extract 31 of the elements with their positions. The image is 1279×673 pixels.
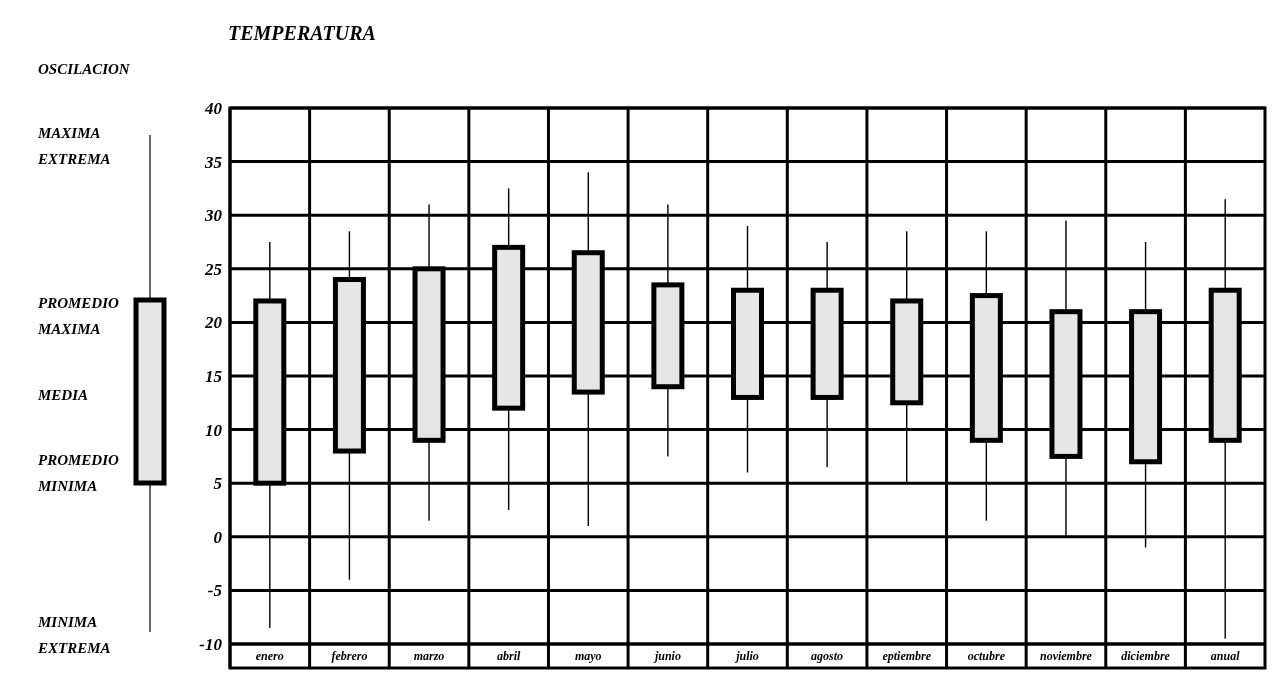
y-tick-label: 20 <box>204 313 223 333</box>
x-tick-label: anual <box>1210 649 1241 664</box>
x-tick-label: agosto <box>811 649 844 664</box>
y-tick-label: 35 <box>204 152 223 172</box>
text: MINIMA EXTREMA <box>37 614 111 656</box>
chart-title: TEMPERATURA <box>228 22 376 44</box>
x-tick-label: marzo <box>413 649 445 664</box>
y-tick-label: 15 <box>205 366 223 386</box>
x-tick-label: abril <box>496 649 521 664</box>
y-tick-label: -10 <box>199 634 223 654</box>
x-tick-label: julio <box>734 649 759 664</box>
x-tick-label: eptiembre <box>882 649 932 664</box>
x-tick-label: mayo <box>574 649 602 664</box>
y-tick-label: 30 <box>204 206 223 226</box>
text: MEDIA <box>37 387 89 403</box>
x-tick-label: febrero <box>331 649 368 664</box>
y-tick-label: 40 <box>204 98 223 118</box>
x-tick-label: diciembre <box>1121 649 1171 664</box>
x-tick-label: enero <box>255 649 284 664</box>
x-tick-label: octubre <box>967 649 1006 664</box>
x-tick-label: junio <box>652 649 681 664</box>
text: MAXIMA EXTREMA <box>37 125 111 167</box>
x-tick-label: noviembre <box>1039 649 1093 664</box>
y-tick-label: 25 <box>204 259 223 279</box>
text: PROMEDIO MINIMA <box>37 452 120 494</box>
text: OSCILACION <box>38 61 131 77</box>
y-tick-label: 5 <box>213 474 223 494</box>
text: PROMEDIO MAXIMA <box>37 295 120 337</box>
y-tick-label: 10 <box>205 420 223 440</box>
y-tick-label: -5 <box>207 581 223 601</box>
y-tick-label: 0 <box>213 527 223 547</box>
